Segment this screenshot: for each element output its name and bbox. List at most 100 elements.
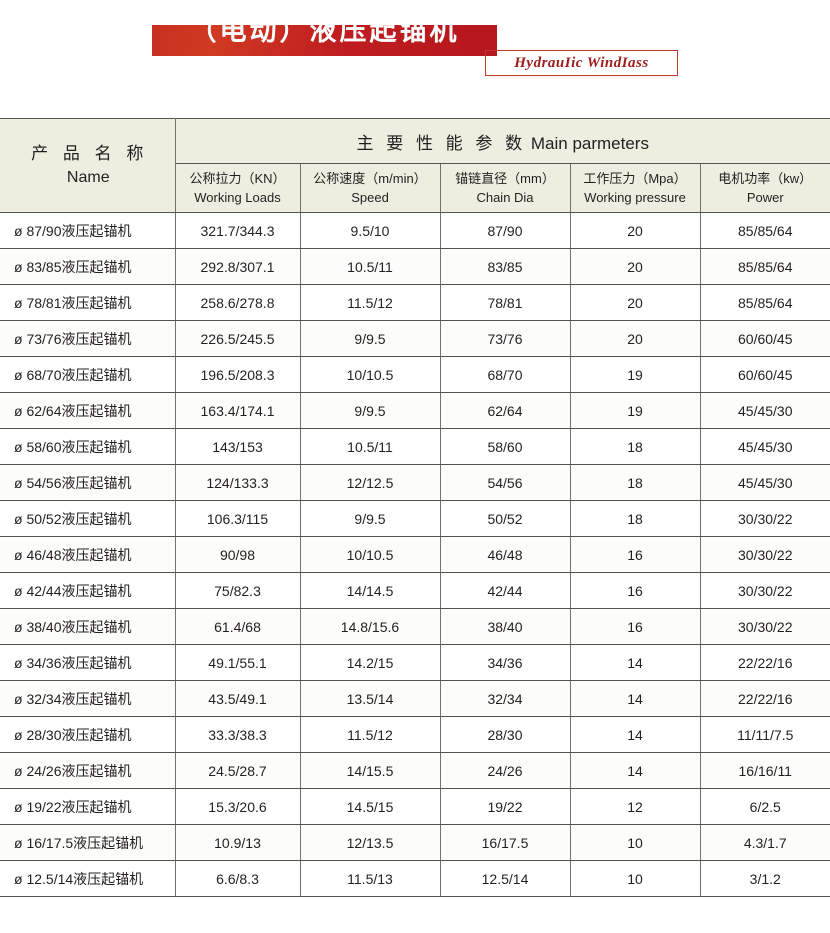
cell-product-name: ø 73/76液压起锚机 xyxy=(0,320,176,357)
product-title-en: HydrauIic WindIass xyxy=(514,55,649,71)
cell-chain-dia: 28/30 xyxy=(439,716,571,753)
cell-speed: 9/9.5 xyxy=(299,500,441,537)
table-row: ø 34/36液压起锚机 49.1/55.1 14.2/15 34/36 14 22/22… xyxy=(0,644,830,681)
table-row: ø 73/76液压起锚机 226.5/245.5 9/9.5 73/76 20 60/60… xyxy=(0,320,830,357)
table-row: ø 83/85液压起锚机 292.8/307.1 10.5/11 83/85 20 85/… xyxy=(0,248,830,285)
cell-working-loads: 43.5/49.1 xyxy=(174,680,301,717)
cell-working-pressure: 16 xyxy=(569,536,701,573)
table-row: ø 28/30液压起锚机 33.3/38.3 11.5/12 28/30 14 11/11… xyxy=(0,716,830,753)
cell-speed: 12/12.5 xyxy=(299,464,441,501)
cell-working-loads: 15.3/20.6 xyxy=(174,788,301,825)
table-row: ø 62/64液压起锚机 163.4/174.1 9/9.5 62/64 19 45/45… xyxy=(0,392,830,429)
cell-speed: 9/9.5 xyxy=(299,392,441,429)
cell-chain-dia: 32/34 xyxy=(439,680,571,717)
cell-working-pressure: 19 xyxy=(569,392,701,429)
cell-power: 22/22/16 xyxy=(699,644,830,681)
cell-product-name: ø 54/56液压起锚机 xyxy=(0,464,176,501)
cell-power: 22/22/16 xyxy=(699,680,830,717)
cell-chain-dia: 46/48 xyxy=(439,536,571,573)
table-row: ø 78/81液压起锚机 258.6/278.8 11.5/12 78/81 20 85/… xyxy=(0,284,830,321)
column-header-speed-cn: 公称速度（m/min） xyxy=(313,170,427,186)
cell-power: 6/2.5 xyxy=(699,788,830,825)
cell-working-loads: 124/133.3 xyxy=(174,464,301,501)
cell-working-pressure: 19 xyxy=(569,356,701,393)
column-header-power-en: Power xyxy=(746,190,784,205)
cell-power: 45/45/30 xyxy=(699,464,830,501)
column-header-chain-dia: 锚链直径（mm） Chain Dia xyxy=(439,163,571,213)
cell-working-pressure: 14 xyxy=(569,680,701,717)
table-row: ø 54/56液压起锚机 124/133.3 12/12.5 54/56 18 45/45… xyxy=(0,464,830,501)
cell-working-loads: 226.5/245.5 xyxy=(174,320,301,357)
cell-chain-dia: 19/22 xyxy=(439,788,571,825)
cell-working-pressure: 20 xyxy=(569,284,701,321)
cell-working-pressure: 12 xyxy=(569,788,701,825)
cell-working-loads: 321.7/344.3 xyxy=(174,212,301,249)
cell-speed: 14/14.5 xyxy=(299,572,441,609)
cell-power: 30/30/22 xyxy=(699,500,830,537)
cell-working-loads: 10.9/13 xyxy=(174,824,301,861)
table-row: ø 24/26液压起锚机 24.5/28.7 14/15.5 24/26 14 16/16… xyxy=(0,752,830,789)
table-row: ø 32/34液压起锚机 43.5/49.1 13.5/14 32/34 14 22/22… xyxy=(0,680,830,717)
table-row: ø 58/60液压起锚机 143/153 10.5/11 58/60 18 45/45/3… xyxy=(0,428,830,465)
cell-product-name: ø 50/52液压起锚机 xyxy=(0,500,176,537)
column-header-speed-en: Speed xyxy=(351,190,389,205)
main-parameters-cn: 主 要 性 能 参 数 xyxy=(356,133,527,153)
cell-working-loads: 75/82.3 xyxy=(174,572,301,609)
column-header-working-loads-en: Working Loads xyxy=(194,190,281,205)
cell-working-pressure: 14 xyxy=(569,716,701,753)
cell-chain-dia: 16/17.5 xyxy=(439,824,571,861)
cell-power: 30/30/22 xyxy=(699,608,830,645)
cell-chain-dia: 42/44 xyxy=(439,572,571,609)
column-header-name-cn: 产 品 名 称 xyxy=(31,143,149,163)
cell-working-loads: 258.6/278.8 xyxy=(174,284,301,321)
cell-power: 85/85/64 xyxy=(699,284,830,321)
specification-table: 产 品 名 称 Name 主 要 性 能 参 数 Main parmeters … xyxy=(0,118,830,897)
cell-product-name: ø 83/85液压起锚机 xyxy=(0,248,176,285)
cell-power: 60/60/45 xyxy=(699,356,830,393)
cell-working-pressure: 20 xyxy=(569,320,701,357)
cell-working-pressure: 16 xyxy=(569,608,701,645)
cell-working-loads: 292.8/307.1 xyxy=(174,248,301,285)
cell-chain-dia: 58/60 xyxy=(439,428,571,465)
table-row: ø 19/22液压起锚机 15.3/20.6 14.5/15 19/22 12 6/2.5 xyxy=(0,788,830,825)
table-row: ø 46/48液压起锚机 90/98 10/10.5 46/48 16 30/30/22 xyxy=(0,536,830,573)
cell-working-pressure: 18 xyxy=(569,500,701,537)
cell-product-name: ø 68/70液压起锚机 xyxy=(0,356,176,393)
column-header-name-en: Name xyxy=(66,169,110,187)
cell-power: 16/16/11 xyxy=(699,752,830,789)
cell-power: 4.3/1.7 xyxy=(699,824,830,861)
table-row: ø 50/52液压起锚机 106.3/115 9/9.5 50/52 18 30/30/2… xyxy=(0,500,830,537)
cell-working-loads: 106.3/115 xyxy=(174,500,301,537)
cell-speed: 14.8/15.6 xyxy=(299,608,441,645)
cell-working-loads: 61.4/68 xyxy=(174,608,301,645)
cell-power: 60/60/45 xyxy=(699,320,830,357)
cell-product-name: ø 19/22液压起锚机 xyxy=(0,788,176,825)
product-title-cn: （电动）液压起锚机 xyxy=(189,16,460,47)
cell-speed: 11.5/12 xyxy=(299,716,441,753)
column-header-working-pressure-cn: 工作压力（Mpa） xyxy=(583,170,687,186)
cell-chain-dia: 83/85 xyxy=(439,248,571,285)
table-header-row-columns: 公称拉力（KN） Working Loads 公称速度（m/min） Speed… xyxy=(0,163,830,213)
cell-product-name: ø 78/81液压起锚机 xyxy=(0,284,176,321)
cell-working-loads: 6.6/8.3 xyxy=(174,860,301,897)
cell-product-name: ø 32/34液压起锚机 xyxy=(0,680,176,717)
cell-working-pressure: 20 xyxy=(569,248,701,285)
subtitle-border xyxy=(485,50,678,76)
cell-chain-dia: 50/52 xyxy=(439,500,571,537)
cell-working-pressure: 14 xyxy=(569,644,701,681)
cell-speed: 14.2/15 xyxy=(299,644,441,681)
cell-chain-dia: 12.5/14 xyxy=(439,860,571,897)
cell-power: 30/30/22 xyxy=(699,572,830,609)
cell-speed: 10.5/11 xyxy=(299,248,441,285)
cell-power: 85/85/64 xyxy=(699,212,830,249)
cell-chain-dia: 62/64 xyxy=(439,392,571,429)
table-row: ø 68/70液压起锚机 196.5/208.3 10/10.5 68/70 19 60/… xyxy=(0,356,830,393)
cell-product-name: ø 38/40液压起锚机 xyxy=(0,608,176,645)
cell-product-name: ø 87/90液压起锚机 xyxy=(0,212,176,249)
title-banner xyxy=(152,25,497,56)
cell-speed: 14/15.5 xyxy=(299,752,441,789)
table-row: ø 12.5/14液压起锚机 6.6/8.3 11.5/13 12.5/14 10 3/1… xyxy=(0,860,830,897)
column-header-working-pressure-en: Working pressure xyxy=(584,190,686,205)
column-header-chain-dia-en: Chain Dia xyxy=(476,190,534,205)
cell-chain-dia: 38/40 xyxy=(439,608,571,645)
